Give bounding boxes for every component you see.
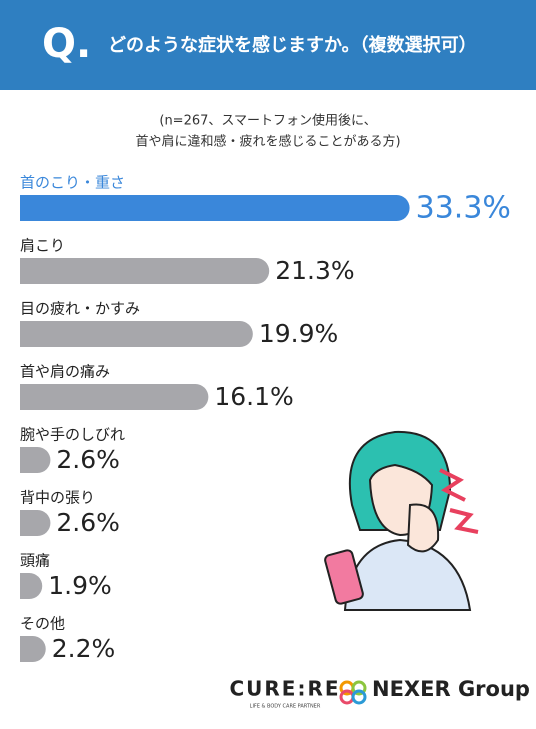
value-label: 2.6%	[56, 508, 120, 537]
header-band	[0, 0, 536, 90]
category-label: 目の疲れ・かすみ	[20, 300, 140, 318]
bar	[20, 195, 410, 221]
category-label: 首のこり・重さ	[20, 174, 125, 192]
category-label: その他	[20, 615, 65, 633]
nexer-logo: NEXER Group	[372, 677, 530, 701]
value-label: 2.2%	[52, 634, 116, 663]
curere-tagline: LIFE & BODY CARE PARTNER	[250, 704, 321, 710]
bar	[20, 510, 51, 536]
subtitle: (n=267、スマートフォン使用後に、	[159, 113, 376, 129]
bar	[20, 321, 253, 347]
bar	[20, 636, 46, 662]
category-label: 頭痛	[20, 552, 50, 570]
value-label: 2.6%	[56, 445, 120, 474]
header-mark: Q.	[42, 21, 91, 67]
bar	[20, 384, 209, 410]
illustration	[324, 430, 479, 611]
value-label: 21.3%	[275, 256, 354, 285]
nexer-icon	[339, 680, 367, 705]
value-label: 19.9%	[259, 319, 338, 348]
value-label: 1.9%	[48, 571, 112, 600]
category-label: 腕や手のしびれ	[20, 426, 125, 444]
category-label: 肩こり	[20, 237, 65, 255]
value-label: 33.3%	[416, 191, 511, 226]
bar	[20, 258, 270, 284]
subtitle: 首や肩に違和感・疲れを感じることがある方)	[135, 134, 400, 150]
category-label: 背中の張り	[20, 489, 95, 507]
category-label: 首や肩の痛み	[20, 363, 110, 381]
value-label: 16.1%	[214, 382, 293, 411]
bar	[20, 447, 51, 473]
header-title: どのような症状を感じますか。（複数選択可）	[108, 34, 477, 56]
bar	[20, 573, 43, 599]
curere-logo: CURE:RE	[229, 677, 340, 701]
